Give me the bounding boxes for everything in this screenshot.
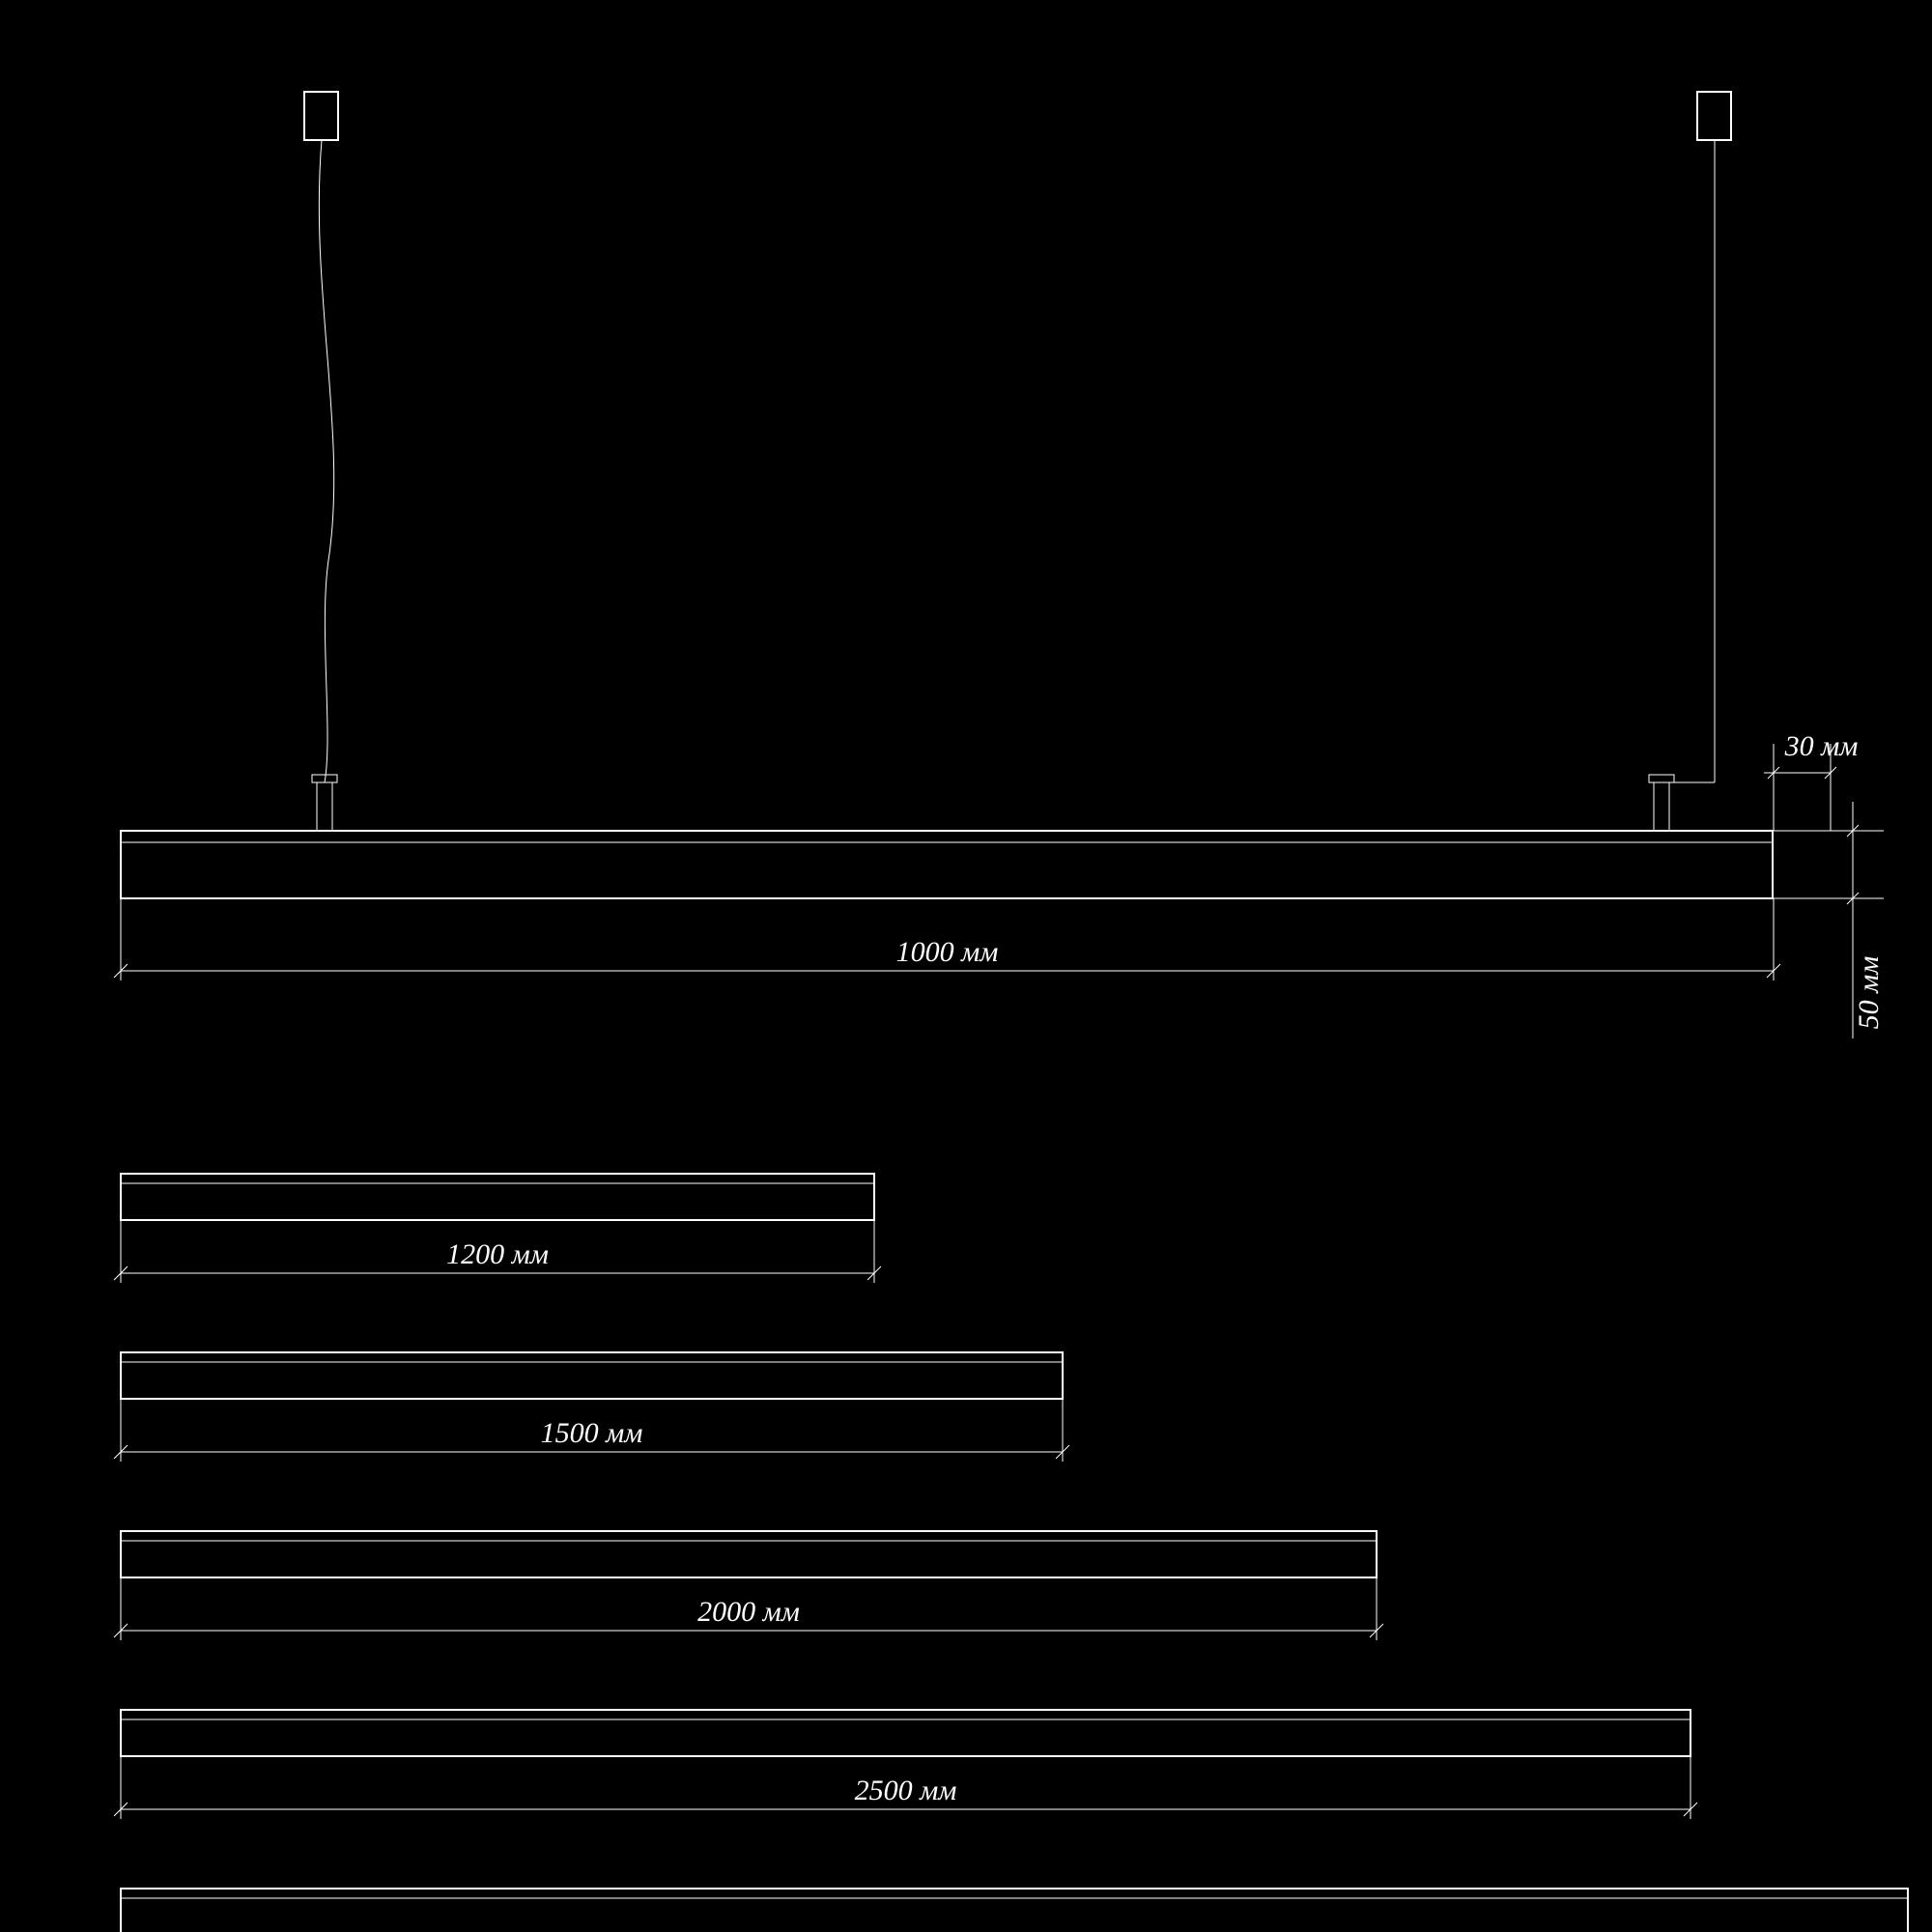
size-bar-1: 1500 мм bbox=[114, 1352, 1069, 1462]
dim-label-width-1000: 1000 мм bbox=[896, 936, 999, 968]
connector-left bbox=[317, 782, 332, 831]
fixture-body bbox=[121, 831, 1773, 898]
suspension-wire-left bbox=[319, 140, 333, 782]
dim-label-30: 30 мм bbox=[1784, 730, 1859, 762]
size-variants: 1200 мм 1500 мм 2000 мм 2500 мм 3000 мм bbox=[114, 1174, 1915, 1932]
dim-label-1: 1500 мм bbox=[541, 1417, 643, 1449]
size-bar-3: 2500 мм bbox=[114, 1710, 1697, 1819]
ceiling-mount-right bbox=[1697, 92, 1731, 140]
technical-drawing: 1000 мм 30 мм 50 мм 1200 мм 1500 мм 2000 мм 25… bbox=[0, 0, 1932, 1932]
size-bar-0: 1200 мм bbox=[114, 1174, 881, 1283]
size-bar-4: 3000 мм bbox=[114, 1889, 1915, 1932]
pendant-assembly: 1000 мм 30 мм 50 мм bbox=[114, 92, 1885, 1038]
ceiling-mount-left bbox=[304, 92, 338, 140]
dim-label-2: 2000 мм bbox=[697, 1596, 800, 1628]
connector-right bbox=[1654, 782, 1669, 831]
size-bar-2: 2000 мм bbox=[114, 1531, 1383, 1640]
dim-label-3: 2500 мм bbox=[855, 1775, 957, 1806]
dim-label-50: 50 мм bbox=[1853, 956, 1885, 1030]
dim-label-0: 1200 мм bbox=[446, 1238, 549, 1270]
